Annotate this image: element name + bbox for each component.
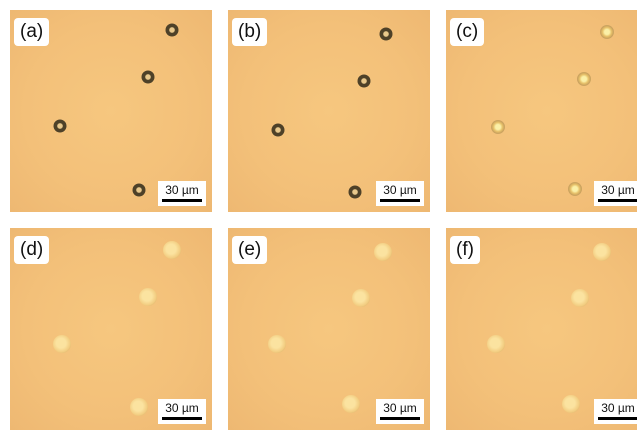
particle bbox=[577, 72, 591, 86]
scale-bar-line bbox=[162, 199, 202, 202]
particle bbox=[593, 243, 611, 261]
particle bbox=[54, 120, 67, 133]
particle bbox=[380, 28, 393, 41]
panel-label: (d) bbox=[14, 236, 49, 264]
micrograph-panel: (b) 30 µm bbox=[228, 10, 430, 212]
scale-bar: 30 µm bbox=[158, 399, 206, 424]
particle bbox=[571, 289, 589, 307]
particle bbox=[130, 398, 148, 416]
scale-bar-line bbox=[380, 199, 420, 202]
scale-bar: 30 µm bbox=[376, 181, 424, 206]
scale-bar-text: 30 µm bbox=[165, 183, 199, 197]
particle bbox=[133, 184, 146, 197]
particle bbox=[139, 288, 157, 306]
scale-bar-line bbox=[598, 417, 637, 420]
scale-bar-text: 30 µm bbox=[601, 183, 635, 197]
particle bbox=[163, 241, 181, 259]
panel-label: (b) bbox=[232, 18, 267, 46]
particle bbox=[352, 289, 370, 307]
particle bbox=[600, 25, 614, 39]
panel-label: (a) bbox=[14, 18, 49, 46]
scale-bar-text: 30 µm bbox=[165, 401, 199, 415]
scale-bar: 30 µm bbox=[158, 181, 206, 206]
particle bbox=[358, 75, 371, 88]
micrograph-panel: (c) 30 µm bbox=[446, 10, 637, 212]
panel-label: (c) bbox=[450, 18, 484, 46]
particle bbox=[268, 335, 286, 353]
particle bbox=[53, 335, 71, 353]
panel-label: (e) bbox=[232, 236, 267, 264]
particle bbox=[272, 124, 285, 137]
scale-bar-text: 30 µm bbox=[601, 401, 635, 415]
scale-bar-text: 30 µm bbox=[383, 183, 417, 197]
particle bbox=[491, 120, 505, 134]
particle bbox=[342, 395, 360, 413]
figure: (a) 30 µm (b) 30 µm (c) 30 µm (d) 30 µm (e) 30 µm… bbox=[0, 0, 637, 424]
scale-bar: 30 µm bbox=[376, 399, 424, 424]
particle bbox=[166, 24, 179, 37]
panel-label: (f) bbox=[450, 236, 480, 264]
particle bbox=[142, 71, 155, 84]
scale-bar-text: 30 µm bbox=[383, 401, 417, 415]
micrograph-panel: (e) 30 µm bbox=[228, 228, 430, 430]
micrograph-panel: (f) 30 µm bbox=[446, 228, 637, 430]
scale-bar-line bbox=[162, 417, 202, 420]
scale-bar: 30 µm bbox=[594, 181, 637, 206]
micrograph-panel: (a) 30 µm bbox=[10, 10, 212, 212]
scale-bar: 30 µm bbox=[594, 399, 637, 424]
micrograph-panel: (d) 30 µm bbox=[10, 228, 212, 430]
scale-bar-line bbox=[598, 199, 637, 202]
particle bbox=[562, 395, 580, 413]
particle bbox=[568, 182, 582, 196]
particle bbox=[487, 335, 505, 353]
particle bbox=[374, 243, 392, 261]
particle bbox=[349, 186, 362, 199]
scale-bar-line bbox=[380, 417, 420, 420]
